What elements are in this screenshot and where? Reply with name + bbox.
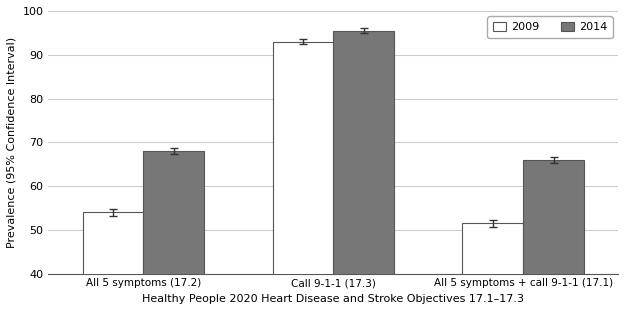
Legend: 2009, 2014: 2009, 2014 — [487, 16, 613, 38]
Bar — [463, 223, 523, 311]
Bar — [143, 151, 204, 311]
Y-axis label: Prevalence (95% Confidence Interval): Prevalence (95% Confidence Interval) — [7, 37, 17, 248]
Bar — [82, 212, 143, 311]
Bar — [334, 31, 394, 311]
X-axis label: Healthy People 2020 Heart Disease and Stroke Objectives 17.1–17.3: Healthy People 2020 Heart Disease and St… — [142, 294, 524, 304]
Bar — [273, 42, 334, 311]
Bar — [523, 160, 584, 311]
